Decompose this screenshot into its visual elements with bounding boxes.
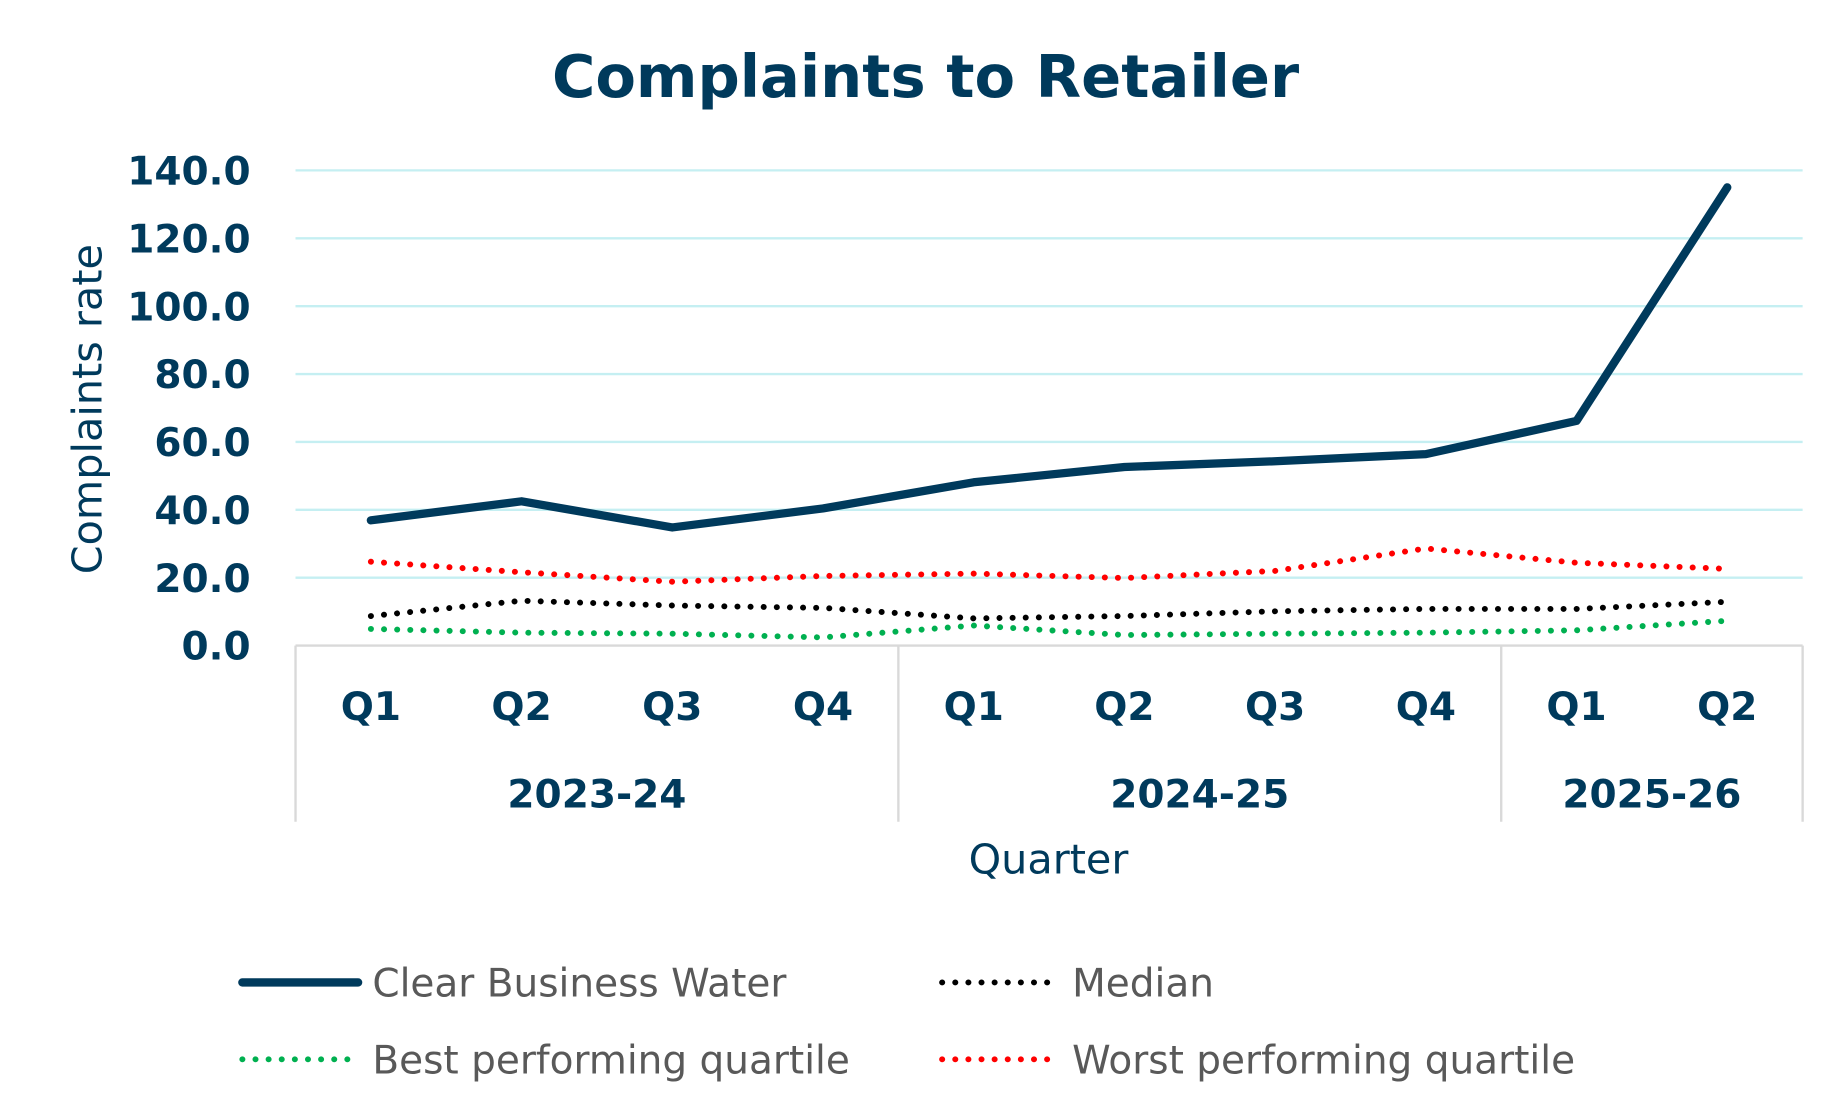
legend-label: Best performing quartile (372, 1038, 850, 1083)
y-axis-label: Complaints rate (64, 244, 112, 574)
y-tick-label: 20.0 (154, 557, 250, 602)
y-tick-label: 60.0 (154, 421, 250, 466)
x-tick-label: Q1 (944, 685, 1004, 730)
y-tick-label: 100.0 (127, 285, 250, 330)
series-line-best-performing-quartile (367, 617, 1731, 641)
legend-label: Worst performing quartile (1072, 1038, 1575, 1083)
y-tick-label: 40.0 (154, 489, 250, 534)
legend-label: Clear Business Water (372, 962, 787, 1007)
x-group-label: 2024-25 (1110, 773, 1289, 818)
y-tick-label: 140.0 (127, 150, 250, 195)
x-tick-label: Q3 (1245, 685, 1305, 730)
series-line-clear-business-water (366, 183, 1732, 532)
x-group-label: 2023-24 (507, 773, 686, 818)
x-group-label: 2025-26 (1562, 773, 1741, 818)
x-tick-label: Q1 (341, 685, 401, 730)
x-tick-label: Q3 (642, 685, 702, 730)
y-tick-label: 0.0 (182, 625, 251, 670)
x-tick-label: Q4 (1396, 685, 1456, 730)
x-tick-label: Q2 (491, 685, 551, 730)
y-tick-label: 80.0 (154, 353, 250, 398)
chart-title: Complaints to Retailer (552, 42, 1299, 111)
x-tick-label: Q4 (793, 685, 853, 730)
y-tick-label: 120.0 (127, 217, 250, 262)
x-tick-label: Q2 (1094, 685, 1154, 730)
x-axis-label: Quarter (969, 836, 1129, 884)
legend-label: Median (1072, 962, 1214, 1007)
legend: Clear Business Water Median Best performin… (238, 962, 1575, 1083)
x-tick-label: Q1 (1546, 685, 1606, 730)
series-line-median (367, 597, 1731, 622)
x-tick-label: Q2 (1697, 685, 1757, 730)
